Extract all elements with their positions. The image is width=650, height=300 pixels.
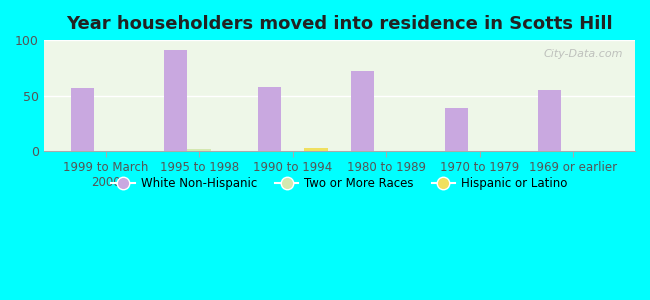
Bar [445, 108, 468, 151]
Bar [304, 148, 328, 151]
Text: City-Data.com: City-Data.com [543, 49, 623, 59]
Bar [71, 88, 94, 151]
Bar [164, 50, 187, 151]
Bar [187, 149, 211, 151]
Bar [257, 87, 281, 151]
Bar [351, 71, 374, 151]
Legend: White Non-Hispanic, Two or More Races, Hispanic or Latino: White Non-Hispanic, Two or More Races, H… [107, 172, 572, 195]
Bar [538, 90, 562, 151]
Title: Year householders moved into residence in Scotts Hill: Year householders moved into residence i… [66, 15, 613, 33]
